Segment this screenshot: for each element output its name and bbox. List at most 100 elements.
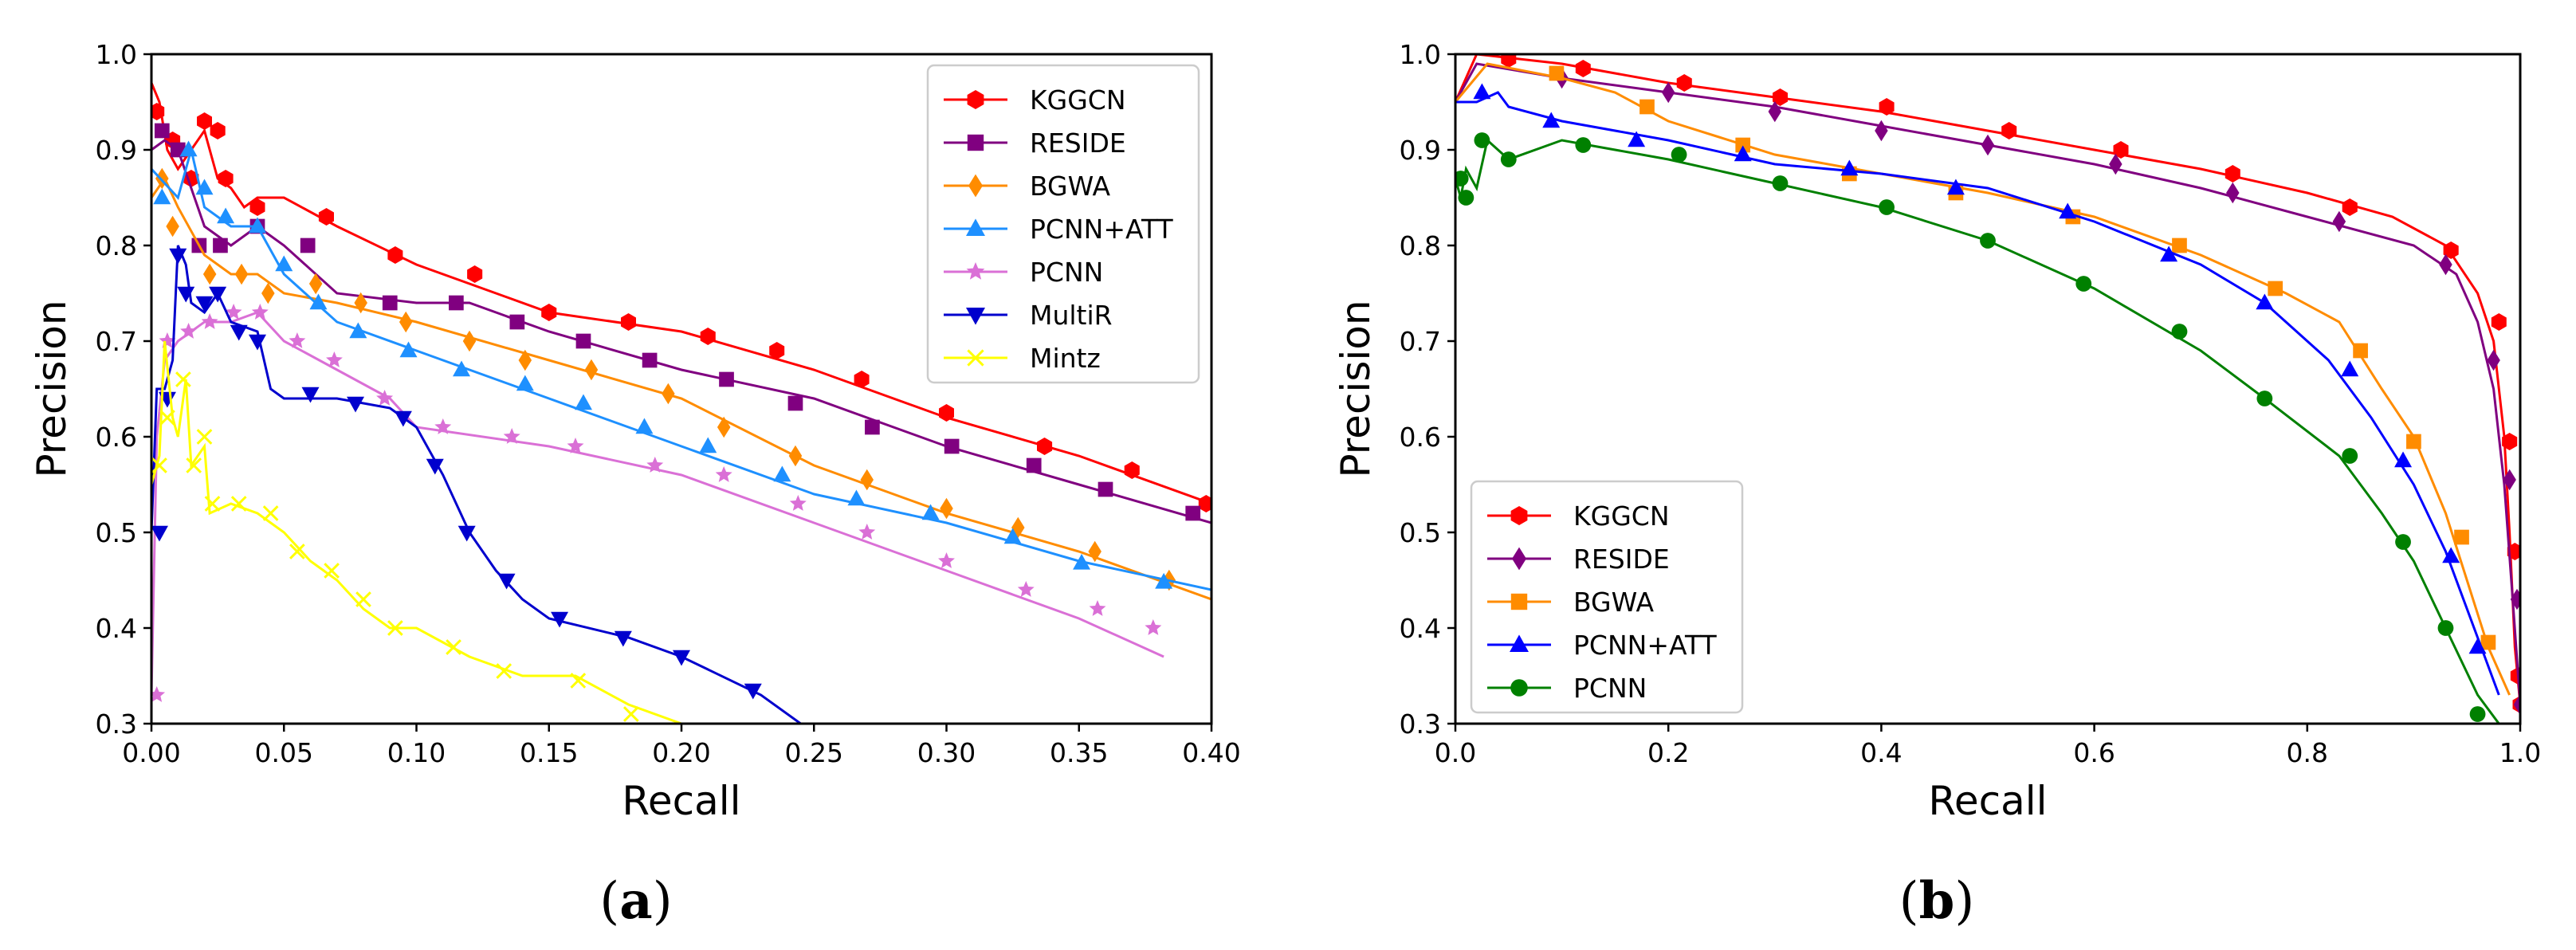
legend-item: PCNN+ATT: [1487, 630, 1718, 661]
series-line: [151, 175, 1211, 601]
y-tick-label: 0.3: [1400, 709, 1441, 740]
data-point: [467, 265, 483, 283]
legend-marker: [966, 218, 985, 236]
series-reside: [1455, 62, 2520, 716]
x-tick-label: 0.10: [387, 737, 446, 768]
panel-b-xlabel: Recall: [1928, 778, 2047, 824]
panel-b-ylabel: Precision: [1333, 300, 1379, 477]
x-tick-label: 0.8: [2287, 737, 2328, 768]
data-point: [426, 458, 444, 475]
x-tick-label: 0.00: [122, 737, 180, 768]
data-point: [2332, 210, 2346, 233]
y-tick-label: 0.6: [96, 422, 137, 453]
x-tick-label: 0.05: [255, 737, 313, 768]
data-point: [570, 673, 587, 689]
data-point: [210, 122, 226, 139]
data-point: [2113, 141, 2129, 159]
data-point: [195, 296, 214, 312]
data-point: [642, 352, 658, 368]
data-point: [1734, 145, 1752, 162]
data-point: [646, 457, 664, 473]
data-point: [2353, 343, 2368, 359]
legend-label: KGGCN: [1030, 84, 1126, 116]
data-point: [249, 198, 265, 216]
series-line: [151, 245, 802, 724]
data-point: [1768, 100, 1782, 123]
data-point: [2469, 706, 2486, 722]
y-tick-label: 1.0: [96, 39, 137, 70]
data-point: [496, 663, 512, 679]
data-point: [462, 330, 477, 352]
series-line: [1455, 54, 2520, 705]
data-point: [202, 263, 217, 285]
panel-b-caption: (b): [1899, 871, 1975, 931]
data-point: [2160, 245, 2178, 262]
data-point: [249, 217, 266, 234]
data-point: [2075, 276, 2092, 292]
data-point: [497, 573, 516, 590]
legend-marker: [966, 262, 985, 280]
panel-a-ylabel: Precision: [29, 300, 75, 477]
series-line: [151, 311, 1164, 696]
x-tick-label: 0.2: [1647, 737, 1689, 768]
data-point: [449, 295, 464, 311]
legend-label: Mintz: [1030, 343, 1101, 374]
data-point: [854, 371, 870, 388]
data-point: [744, 683, 762, 700]
panel-a-caption: (a): [599, 871, 672, 931]
panel-b-series: [1455, 54, 2520, 724]
legend-marker: [1510, 634, 1529, 652]
series-bgwa: [151, 167, 1211, 601]
data-point: [2226, 182, 2240, 204]
x-tick-label: 0.40: [1182, 737, 1240, 768]
panel-b-ticks: 0.0 0.2 0.4 0.6 0.8 1.0 0.3 0.4 0.5 0.6 0.7 0.8 0.9 1…: [1400, 39, 2542, 768]
data-point: [151, 686, 166, 702]
data-point: [787, 395, 803, 411]
series-line: [151, 149, 1211, 591]
data-point: [197, 112, 212, 130]
data-point: [939, 404, 954, 422]
series-line: [1455, 138, 2500, 724]
data-point: [2437, 620, 2454, 636]
data-point: [308, 273, 323, 295]
data-point: [457, 525, 476, 542]
data-point: [1542, 112, 1561, 128]
data-point: [518, 349, 532, 371]
data-point: [2510, 588, 2520, 610]
x-tick-label: 1.0: [2499, 737, 2541, 768]
data-point: [2342, 198, 2358, 216]
data-point: [847, 489, 866, 506]
series-pcnn-att: [1455, 83, 2500, 696]
x-tick-label: 0.4: [1860, 737, 1902, 768]
data-point: [262, 505, 279, 521]
legend-label: PCNN: [1030, 257, 1103, 288]
panel-b-legend: KGGCN RESIDE BGWA PCNN+ATT PCNN: [1470, 480, 1744, 714]
data-point: [261, 282, 275, 304]
panel-a-ticks: 0.00 0.05 0.10 0.15 0.20 0.25 0.30 0.35 0.40 0.3 0…: [96, 39, 1241, 768]
data-point: [2256, 391, 2273, 406]
data-point: [186, 457, 202, 473]
data-point: [1773, 88, 1788, 106]
data-point: [938, 552, 955, 568]
data-point: [717, 416, 731, 438]
legend-label: PCNN+ATT: [1573, 630, 1718, 661]
data-point: [1145, 619, 1162, 635]
data-point: [1474, 132, 1490, 148]
data-point: [175, 371, 191, 387]
series-line: [1455, 91, 2500, 696]
series-multir: [151, 245, 802, 724]
x-tick-label: 0.6: [2073, 737, 2115, 768]
data-point: [1772, 175, 1789, 191]
x-tick-label: 0.20: [652, 737, 710, 768]
y-tick-label: 0.8: [1400, 230, 1441, 261]
legend-marker: [1510, 679, 1528, 697]
data-point: [1575, 137, 1592, 153]
data-point: [196, 429, 213, 445]
data-point: [1089, 600, 1106, 616]
data-point: [1017, 581, 1035, 597]
data-point: [2487, 349, 2500, 371]
y-tick-label: 0.6: [1400, 422, 1441, 453]
data-point: [159, 332, 176, 348]
legend-item: BGWA: [1487, 587, 1654, 618]
chart-panel-a: 0.00 0.05 0.10 0.15 0.20 0.25 0.30 0.35 0.40 0.3 0…: [29, 39, 1241, 931]
